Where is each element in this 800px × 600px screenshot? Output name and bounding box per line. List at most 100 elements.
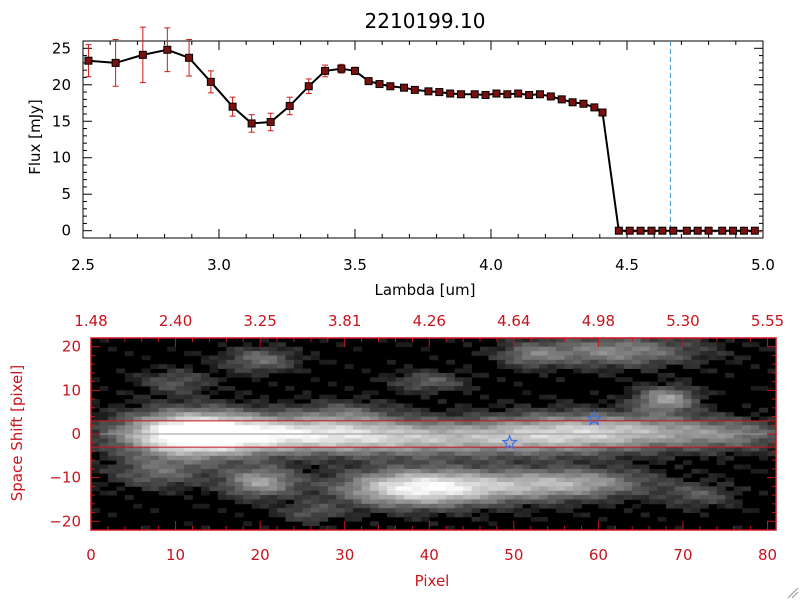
image-cell [124,442,134,448]
image-cell [699,359,709,365]
image-cell [742,451,752,457]
image-cell [556,473,565,479]
image-cell [429,425,439,431]
image-cell [268,490,278,496]
image-cell [386,434,396,439]
image-cell [124,416,134,422]
image-cell [682,420,692,426]
image-cell [471,460,481,465]
image-cell [657,351,667,356]
image-cell [640,420,650,426]
image-cell [657,386,667,391]
image-cell [302,420,312,426]
image-cell [150,442,160,448]
image-cell [649,425,659,431]
image-cell [420,420,430,426]
image-cell [547,455,557,461]
resize-grip-icon[interactable] [787,587,799,599]
image-cell [361,434,371,439]
image-cell [598,429,608,435]
image-cell [420,438,430,444]
image-cell [429,473,439,479]
image-cell [750,412,760,417]
pixel-tick-label: 80 [758,546,777,564]
image-cell [116,486,126,492]
image-cell [344,482,354,487]
image-cell [277,351,286,356]
image-cell [124,451,134,457]
image-cell [488,521,498,527]
image-cell [581,512,591,518]
image-cell [285,473,295,479]
image-cell [480,499,489,505]
image-cell [209,355,219,361]
image-cell [505,351,515,356]
image-cell [598,447,608,452]
image-cell [446,438,456,444]
image-cell [446,512,456,518]
image-cell [480,407,489,413]
image-cell [573,346,582,352]
image-cell [285,425,295,431]
flux-point [669,226,678,235]
image-cell [243,447,253,452]
image-cell [674,359,684,365]
image-cell [615,434,625,439]
flux-point [481,90,490,99]
image-cell [370,473,379,479]
image-cell [589,420,599,426]
image-cell [496,342,506,348]
image-cell [556,508,565,513]
image-cell [674,477,684,483]
flux-point [598,108,607,117]
image-cell [581,495,591,500]
image-cell [319,482,329,487]
image-cell [184,455,193,461]
image-cell [505,495,515,500]
image-cell [691,359,701,365]
image-cell [319,447,329,452]
image-cell [488,451,498,457]
image-cell [682,447,692,452]
image-cell [226,346,236,352]
image-cell [260,451,269,457]
image-cell [226,425,236,431]
image-cell [767,438,777,444]
image-cell [285,495,295,500]
image-cell [327,359,337,365]
image-cell [640,442,650,448]
image-cell [446,499,456,505]
image-cell [496,434,506,439]
image-cell [699,338,709,343]
image-cell [403,499,413,505]
image-cell [327,416,337,422]
image-cell [336,477,346,483]
image-cell [573,368,582,374]
image-cell [556,438,565,444]
image-cell [319,359,329,365]
image-cell [581,451,591,457]
image-cell [573,434,582,439]
image-cell [200,438,210,444]
image-cell [378,477,388,483]
image-cell [446,451,456,457]
image-cell [327,490,337,496]
image-cell [496,442,506,448]
image-cell [268,412,278,417]
image-cell [403,447,413,452]
image-cell [386,490,396,496]
image-cell [260,420,269,426]
image-cell [615,460,625,465]
image-cell [251,425,261,431]
image-cell [674,429,684,435]
image-cell [682,438,692,444]
image-cell [640,364,650,369]
image-cell [666,442,675,448]
image-cell [285,442,295,448]
image-cell [226,468,236,474]
image-cell [699,429,709,435]
image-cell [327,434,337,439]
image-cell [598,407,608,413]
image-cell [302,425,312,431]
image-cell [632,447,642,452]
